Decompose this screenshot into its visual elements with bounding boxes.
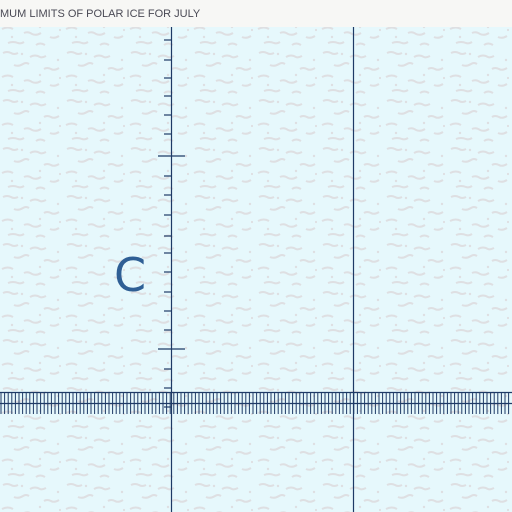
map-title: MUM LIMITS OF POLAR ICE FOR JULY — [0, 8, 201, 20]
title-strip: MUM LIMITS OF POLAR ICE FOR JULY — [0, 0, 512, 27]
parallel-scale-bar — [0, 391, 512, 414]
ice-area — [0, 27, 512, 512]
region-label: C — [114, 248, 147, 302]
scale-bar-ticks — [0, 392, 510, 414]
